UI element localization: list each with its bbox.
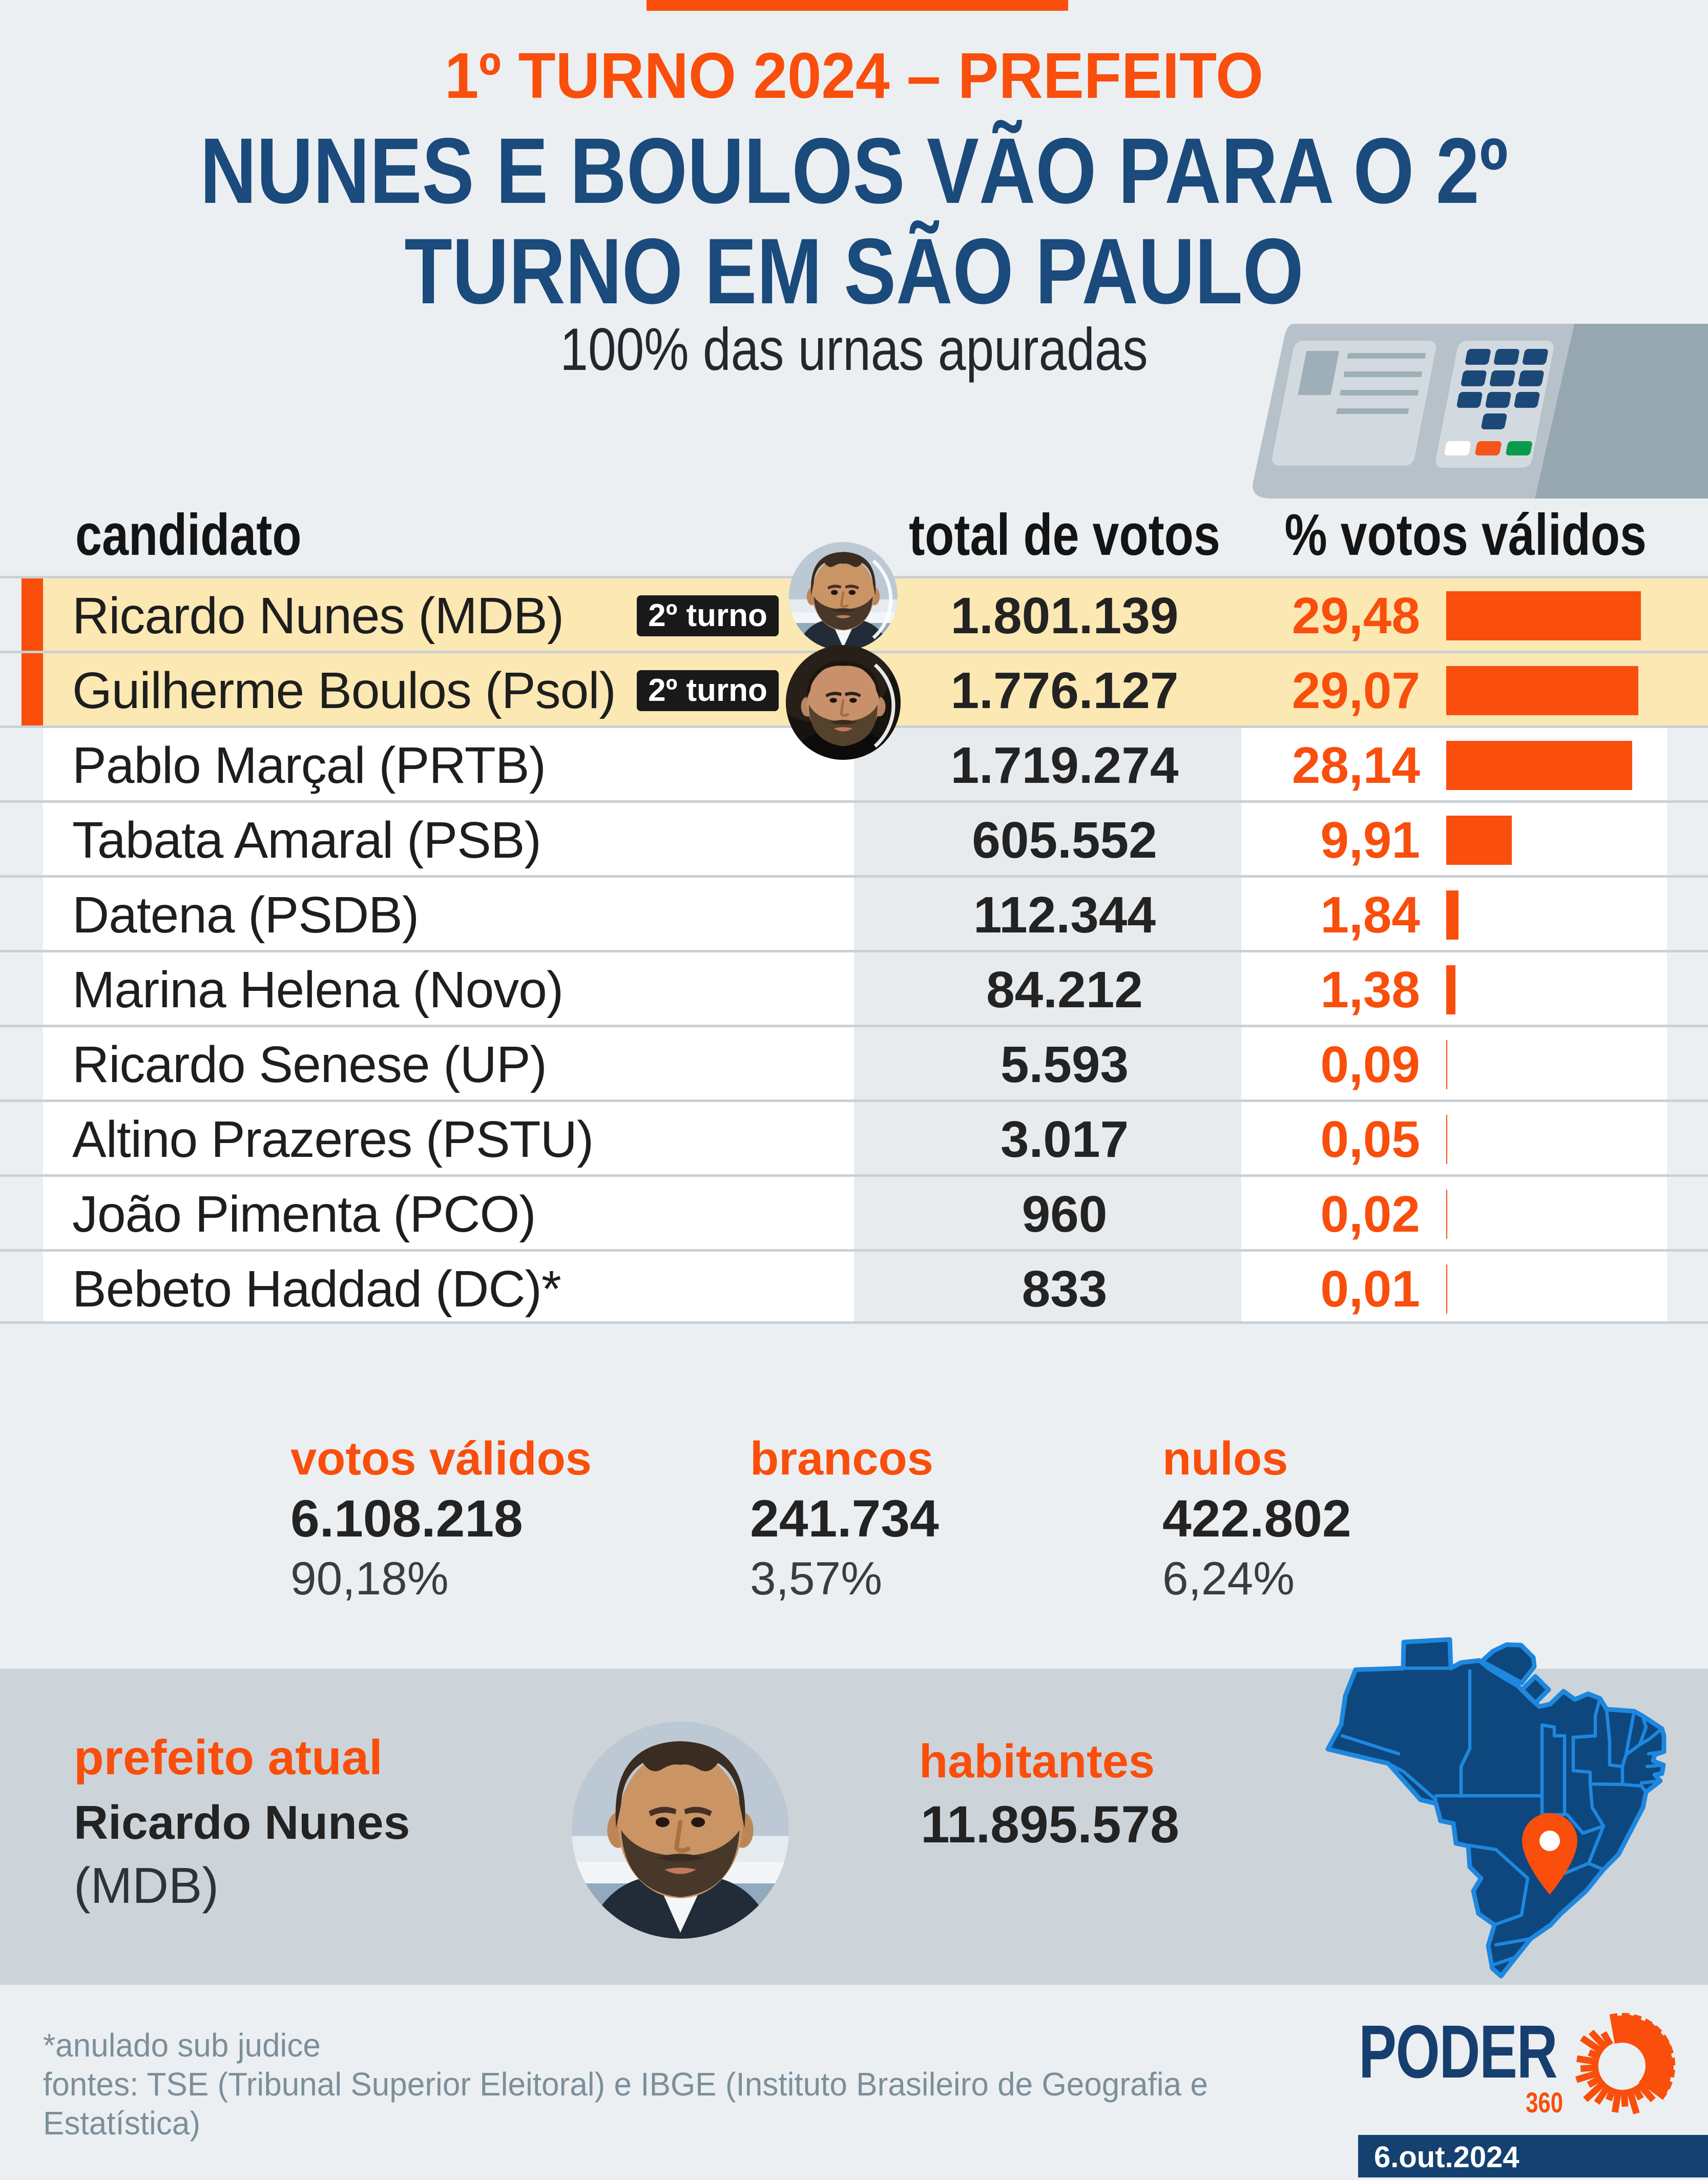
mayor-party: (MDB) (74, 1857, 219, 1914)
mayor-photo (572, 1721, 789, 1939)
column-header-candidate: candidato (75, 503, 302, 568)
votes-total: 833 (1022, 1260, 1108, 1318)
pct-bar (1446, 965, 1455, 1014)
page-title: NUNES E BOULOS VÃO PARA O 2º TURNO EM SÃO… (200, 118, 1508, 323)
pct-bar (1446, 666, 1638, 715)
votes-pct: 0,02 (1320, 1186, 1420, 1243)
pct-bar (1446, 1115, 1447, 1164)
table-row: Bebeto Haddad (DC)* 833 0,01 (0, 1249, 1708, 1324)
votes-total: 605.552 (972, 812, 1157, 869)
candidate-name: Pablo Marçal (PRTB) (72, 737, 546, 794)
votes-pct: 0,01 (1320, 1260, 1420, 1318)
votes-total: 84.212 (986, 961, 1143, 1019)
votes-total: 5.593 (1000, 1036, 1129, 1093)
mayor-label: prefeito atual (74, 1730, 383, 1785)
summary-pct-null: 6,24% (1162, 1553, 1295, 1605)
candidate-name: Altino Prazeres (PSTU) (72, 1111, 594, 1168)
runoff-badge: 2º turno (637, 595, 779, 636)
candidate-name: Tabata Amaral (PSB) (72, 812, 541, 869)
votes-total: 960 (1022, 1186, 1108, 1243)
candidate-name: Ricardo Nunes (MDB) (72, 587, 564, 645)
pct-bar (1446, 591, 1641, 640)
pct-bar (1446, 741, 1632, 790)
brazil-map (1325, 1637, 1667, 1979)
table-row: Datena (PSDB) 112.344 1,84 (0, 875, 1708, 950)
population-label: habitantes (919, 1735, 1155, 1788)
top-accent-bar (647, 0, 1068, 11)
votes-pct: 1,84 (1320, 886, 1420, 944)
votes-pct: 29,48 (1292, 587, 1420, 645)
votes-pct: 28,14 (1292, 737, 1420, 794)
votes-pct: 9,91 (1320, 812, 1420, 869)
summary-label-blank: brancos (750, 1432, 933, 1485)
kicker-title: 1º TURNO 2024 – PREFEITO (444, 39, 1264, 112)
votes-total: 1.776.127 (950, 662, 1179, 719)
pct-bar (1446, 1190, 1447, 1239)
votes-pct: 29,07 (1292, 662, 1420, 719)
votes-total: 3.017 (1000, 1111, 1129, 1168)
photo-sticker-edge (873, 663, 895, 748)
summary-total-blank: 241.734 (750, 1489, 939, 1548)
table-row: Guilherme Boulos (Psol) 2º turno 1.776.1… (0, 651, 1708, 725)
summary-total-valid: 6.108.218 (290, 1489, 523, 1548)
candidate-photo-boulos (786, 645, 901, 760)
candidate-name: João Pimenta (PCO) (72, 1186, 536, 1243)
votes-total: 1.719.274 (950, 737, 1179, 794)
votes-pct: 0,09 (1320, 1036, 1420, 1093)
candidate-name: Datena (PSDB) (72, 886, 419, 944)
table-row: João Pimenta (PCO) 960 0,02 (0, 1174, 1708, 1249)
sao-paulo-pin-icon (1522, 1813, 1577, 1895)
column-header-pct: % votos válidos (1284, 503, 1647, 568)
subtitle: 100% das urnas apuradas (560, 316, 1148, 383)
votes-pct: 0,05 (1320, 1111, 1420, 1168)
poder360-logo-text: PODER (1359, 2010, 1558, 2094)
table-row: Ricardo Senese (UP) 5.593 0,09 (0, 1025, 1708, 1099)
table-row: Tabata Amaral (PSB) 605.552 9,91 (0, 800, 1708, 875)
summary-label-null: nulos (1162, 1432, 1288, 1485)
summary-pct-valid: 90,18% (290, 1553, 449, 1605)
column-header-votes: total de votos (909, 503, 1220, 568)
candidate-photo-nunes (789, 542, 898, 651)
summary-total-null: 422.802 (1162, 1489, 1351, 1548)
table-row: Ricardo Nunes (MDB) 2º turno 1.801.139 2… (0, 576, 1708, 651)
voting-machine-icon (1253, 324, 1708, 499)
poder360-sunburst-icon (1575, 2012, 1676, 2114)
photo-sticker-edge (872, 559, 893, 639)
footnote: *anulado sub judice fontes: TSE (Tribuna… (43, 2027, 1208, 2142)
runoff-badge: 2º turno (637, 670, 779, 711)
table-row: Altino Prazeres (PSTU) 3.017 0,05 (0, 1099, 1708, 1174)
votes-total: 112.344 (973, 886, 1156, 944)
candidate-name: Bebeto Haddad (DC)* (72, 1260, 561, 1318)
results-table: Ricardo Nunes (MDB) 2º turno 1.801.139 2… (0, 576, 1708, 1324)
summary-label-valid: votos válidos (290, 1432, 592, 1485)
pct-bar (1446, 816, 1512, 865)
population-value: 11.895.578 (921, 1795, 1179, 1854)
candidate-name: Ricardo Senese (UP) (72, 1036, 547, 1093)
date-badge: 6.out.2024 (1358, 2135, 1708, 2177)
poder360-logo: PODER 360 (1359, 2010, 1708, 2136)
pct-bar (1446, 890, 1459, 940)
candidate-name: Marina Helena (Novo) (72, 961, 564, 1019)
mayor-name: Ricardo Nunes (74, 1796, 410, 1849)
table-row: Marina Helena (Novo) 84.212 1,38 (0, 950, 1708, 1025)
votes-total: 1.801.139 (950, 587, 1179, 645)
candidate-name: Guilherme Boulos (Psol) (72, 662, 616, 719)
poder360-logo-suffix: 360 (1526, 2086, 1563, 2119)
summary-pct-blank: 3,57% (750, 1553, 883, 1605)
pct-bar (1446, 1040, 1447, 1089)
pct-bar (1446, 1264, 1447, 1314)
votes-pct: 1,38 (1320, 961, 1420, 1019)
date-text: 6.out.2024 (1374, 2141, 1519, 2174)
